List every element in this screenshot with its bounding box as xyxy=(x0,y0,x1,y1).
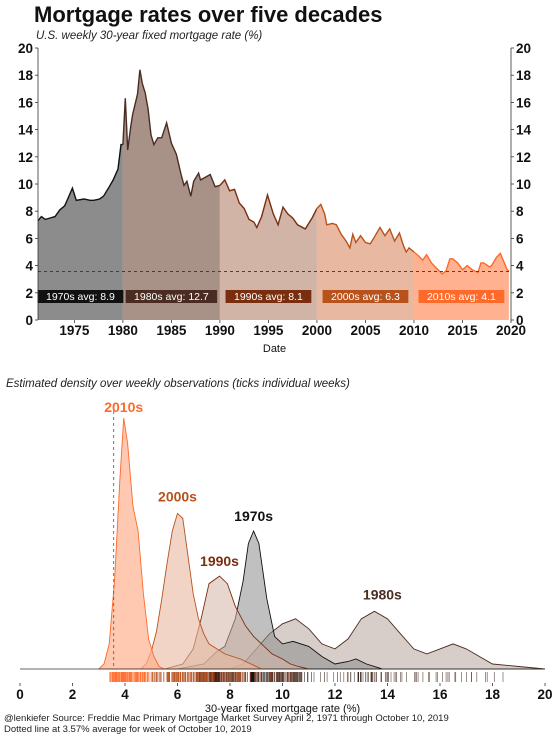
y-tick-label-left: 10 xyxy=(18,177,33,192)
y-tick-label-left: 18 xyxy=(18,68,34,83)
x-tick-label: 1990 xyxy=(205,323,235,338)
rug-ticks xyxy=(109,672,504,682)
line-1980s xyxy=(122,69,221,197)
density-subtitle: Estimated density over weekly observatio… xyxy=(6,378,350,390)
y-tick-label-right: 0 xyxy=(516,313,524,328)
x-tick-label: 18 xyxy=(485,687,501,702)
avg-label-bg-1970s xyxy=(37,290,124,303)
avg-label-1980s: 1980s avg: 12.7 xyxy=(134,291,209,303)
area-1970s xyxy=(38,144,123,320)
x-tick-label: 2010 xyxy=(399,323,429,338)
area-1990s xyxy=(219,179,317,320)
y-tick-label-right: 8 xyxy=(516,204,524,219)
avg-label-1970s: 1970s avg: 8.9 xyxy=(46,291,115,303)
y-tick-label-right: 16 xyxy=(516,95,532,110)
x-tick-label: 0 xyxy=(16,687,24,702)
series-label-1980s: 1980s xyxy=(363,586,402,602)
series-label-1970s: 1970s xyxy=(234,508,273,524)
avg-label-bg-1980s xyxy=(125,290,218,303)
x-tick-label: 1985 xyxy=(156,323,187,338)
area-1980s xyxy=(122,69,220,320)
avg-label-bg-2010s xyxy=(418,290,505,303)
line-2000s xyxy=(316,203,415,254)
x-tick-label: 16 xyxy=(432,687,448,702)
x-tick-label: 1995 xyxy=(253,323,284,338)
x-tick-label: 2015 xyxy=(447,323,478,338)
avg-label-2010s: 2010s avg: 4.1 xyxy=(427,291,496,303)
x-tick-label: 2000 xyxy=(302,323,332,338)
line-1970s xyxy=(37,143,123,222)
caption-note: Dotted line at 3.57% average for week of… xyxy=(4,724,252,735)
x-tick-label: 4 xyxy=(121,687,129,702)
series-label-1990s: 1990s xyxy=(200,553,239,569)
x-tick-label: 2005 xyxy=(350,323,381,338)
x-tick-label: 10 xyxy=(275,687,290,702)
x-tick-label: 12 xyxy=(327,687,342,702)
x-tick-label: 1980 xyxy=(108,323,138,338)
line-1990s xyxy=(219,178,318,230)
y-tick-label-left: 14 xyxy=(18,123,34,138)
caption-source: @lenkiefer Source: Freddie Mac Primary M… xyxy=(4,713,449,724)
x-tick-label: 8 xyxy=(226,687,234,702)
y-tick-label-left: 4 xyxy=(25,259,33,274)
y-tick-label-right: 18 xyxy=(516,68,532,83)
y-tick-label-left: 20 xyxy=(18,41,33,56)
x-tick-label: 2020 xyxy=(496,323,526,338)
caption: @lenkiefer Source: Freddie Mac Primary M… xyxy=(4,713,449,735)
time-series-chart: 1970s avg: 8.9 1980s avg: 12.7 1990s avg: … xyxy=(18,41,532,355)
y-tick-label-right: 14 xyxy=(516,123,532,138)
area-2010s xyxy=(413,252,509,320)
avg-label-2000s: 2000s avg: 6.3 xyxy=(331,291,400,303)
y-tick-label-left: 6 xyxy=(25,231,33,246)
y-tick-label-left: 2 xyxy=(25,286,33,301)
density-chart: 1970s 1980s 1990s 2000s 2010s 0 2 4 6 8 10 12 14 16 18… xyxy=(16,399,552,715)
y-tick-label-right: 6 xyxy=(516,231,524,246)
y-tick-label-right: 10 xyxy=(516,177,531,192)
x-tick-label: 6 xyxy=(174,687,182,702)
density-2010s xyxy=(98,417,165,670)
avg-label-bg-1990s xyxy=(225,290,312,303)
y-tick-label-left: 8 xyxy=(25,204,33,219)
y-tick-label-right: 20 xyxy=(516,41,531,56)
x-tick-label: 2 xyxy=(69,687,77,702)
y-tick-label-left: 12 xyxy=(18,150,33,165)
chart-title: Mortgage rates over five decades xyxy=(34,2,383,27)
chart-subtitle: U.S. weekly 30-year fixed mortgage rate … xyxy=(36,30,263,42)
x-axis-title: Date xyxy=(263,343,286,355)
y-tick-label-left: 0 xyxy=(25,313,33,328)
avg-label-bg-2000s xyxy=(322,290,409,303)
density-2000s xyxy=(140,512,262,670)
series-label-2010s: 2010s xyxy=(104,399,143,415)
x-tick-label: 1975 xyxy=(59,323,90,338)
y-tick-label-left: 16 xyxy=(18,95,34,110)
x-tick-label: 14 xyxy=(380,687,396,702)
line-2010s xyxy=(413,251,510,275)
y-tick-label-right: 12 xyxy=(516,150,531,165)
y-tick-label-right: 4 xyxy=(516,259,524,274)
x-tick-label: 20 xyxy=(537,687,552,702)
series-label-2000s: 2000s xyxy=(158,488,197,504)
y-tick-label-right: 2 xyxy=(516,286,524,301)
x-axis-title: 30-year fixed mortgage rate (%) xyxy=(205,703,360,715)
avg-label-1990s: 1990s avg: 8.1 xyxy=(234,291,303,303)
